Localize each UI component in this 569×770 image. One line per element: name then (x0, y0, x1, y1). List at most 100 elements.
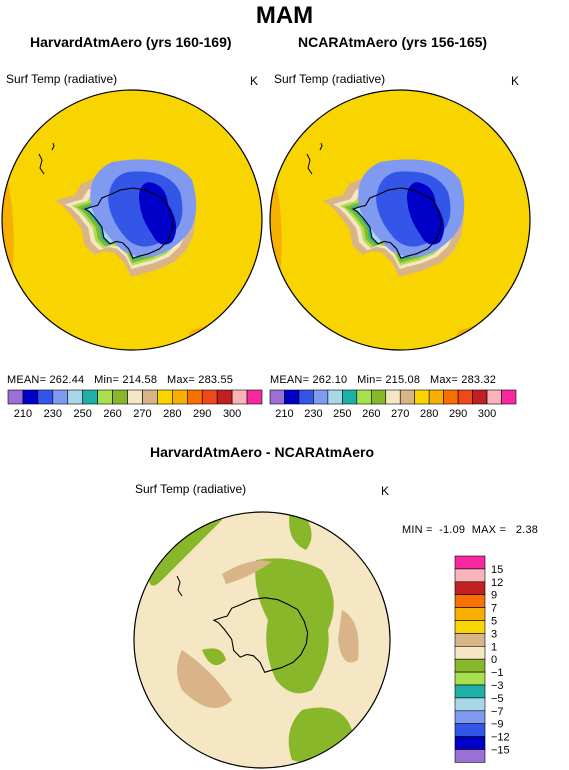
colorbar-tick-label: 230 (44, 408, 62, 420)
peninsula-coast (38, 153, 45, 175)
colorbar-tick-label: 250 (74, 408, 92, 420)
peninsula-coast (176, 575, 183, 597)
right-colorbar: 210 230 250 260 270 280 290 300 (269, 389, 517, 420)
colorbar-swatch (67, 389, 84, 405)
colorbar-tick-label: −15 (491, 745, 510, 757)
colorbar-swatch (201, 389, 218, 405)
colorbar-swatch (37, 389, 54, 405)
colorbar-tick-label: 210 (14, 408, 32, 420)
colorbar-swatch (82, 389, 98, 405)
colorbar-swatch (269, 389, 285, 405)
colorbar-tick-label: 0 (491, 654, 497, 666)
colorbar-tick-label: −9 (491, 719, 504, 731)
island-coast (319, 142, 323, 151)
left-colorbar: 210 230 250 260 270 280 290 300 (7, 389, 263, 420)
colorbar-swatch (454, 620, 486, 634)
colorbar-swatch (454, 736, 486, 750)
left-panel-stats: MEAN= 262.44 Min= 214.58 Max= 283.55 (7, 374, 233, 386)
colorbar-swatch (472, 389, 488, 405)
peninsula-coast (306, 153, 313, 175)
colorbar-swatch (454, 749, 486, 763)
colorbar-swatch (454, 645, 486, 660)
colorbar-tick-label: 300 (223, 408, 241, 420)
left-panel-variable: Surf Temp (radiative) (6, 72, 118, 86)
colorbar-tick-label: −12 (491, 732, 510, 744)
colorbar-swatch (52, 389, 69, 405)
colorbar-swatch (385, 389, 401, 405)
colorbar-swatch (454, 671, 486, 686)
colorbar-swatch (454, 581, 486, 595)
colorbar-swatch (454, 555, 486, 570)
colorbar-tick-label: 9 (491, 590, 497, 602)
right-map (270, 90, 530, 350)
negative-anomaly-region (288, 707, 352, 762)
diff-panel-title: HarvardAtmAero - NCARAtmAero (150, 444, 375, 460)
colorbar-tick-label: 5 (491, 616, 497, 628)
negative-anomaly-region (255, 558, 334, 694)
colorbar-swatch (127, 389, 143, 405)
colorbar-swatch (231, 389, 248, 405)
colorbar-tick-label: 290 (193, 408, 211, 420)
left-map (2, 90, 262, 350)
colorbar-swatch (454, 633, 486, 647)
colorbar-tick-label: 12 (491, 577, 503, 589)
colorbar-swatch (157, 389, 173, 405)
colorbar-tick-label: 260 (362, 408, 380, 420)
mean-label: MEAN= (270, 374, 310, 386)
mean-value: 262.10 (312, 374, 348, 386)
near-zero-region (134, 512, 390, 768)
colorbar-tick-label: 260 (103, 408, 121, 420)
colorbar-swatch (186, 389, 203, 405)
diff-min-label: MIN = (402, 524, 433, 536)
colorbar-tick-label: 290 (449, 408, 467, 420)
negative-anomaly-region (202, 648, 226, 666)
max-value: 283.55 (198, 374, 234, 386)
colorbar-tick-label: 300 (478, 408, 496, 420)
cold-level-3 (139, 182, 177, 245)
colorbar-tick-label: 15 (491, 564, 503, 576)
colorbar-tick-label: 3 (491, 628, 497, 640)
colorbar-tick-label: 270 (133, 408, 151, 420)
cold-level-3 (407, 182, 445, 245)
colorbar-swatch (454, 658, 486, 673)
colorbar-swatch (454, 710, 486, 724)
colorbar-swatch (216, 389, 233, 405)
colorbar-tick-label: −3 (491, 680, 504, 692)
coastline (212, 597, 309, 673)
page-title: MAM (255, 2, 314, 29)
diff-panel-variable: Surf Temp (radiative) (135, 482, 247, 496)
min-label: Min= (94, 374, 120, 386)
positive-anomaly-region (338, 610, 359, 663)
mean-value: 262.44 (49, 374, 85, 386)
max-label: Max= (166, 374, 195, 386)
colorbar-swatch (370, 389, 387, 405)
diff-min-value: -1.09 (439, 524, 466, 536)
colorbar-swatch (399, 389, 416, 405)
colorbar-swatch (97, 389, 113, 405)
right-panel-stats: MEAN= 262.10 Min= 215.08 Max= 283.32 (270, 374, 496, 386)
coastline (351, 187, 442, 259)
positive-anomaly-region (222, 560, 272, 584)
colorbar-swatch (457, 389, 473, 405)
difference-map-border (133, 511, 391, 769)
colorbar-swatch (356, 389, 372, 405)
colorbar-swatch (246, 389, 263, 405)
left-panel-title: HarvardAtmAero (yrs 160-169) (30, 34, 232, 50)
colorbar-swatch (454, 723, 486, 737)
mean-label: MEAN= (7, 374, 47, 386)
max-value: 283.32 (461, 374, 497, 386)
colorbar-swatch (342, 389, 358, 405)
colorbar-swatch (454, 594, 486, 608)
colorbar-tick-label: 7 (491, 603, 497, 615)
colorbar-swatch (7, 389, 24, 405)
colorbar-tick-label: 210 (275, 408, 293, 420)
colorbar-swatch (327, 389, 343, 405)
right-panel-unit: K (511, 74, 520, 88)
right-panel-title: NCARAtmAero (yrs 156-165) (298, 34, 488, 50)
colorbar-swatch (112, 389, 128, 405)
negative-anomaly-region (148, 514, 222, 586)
positive-anomaly-region (177, 650, 232, 708)
colorbar-swatch (428, 389, 444, 405)
